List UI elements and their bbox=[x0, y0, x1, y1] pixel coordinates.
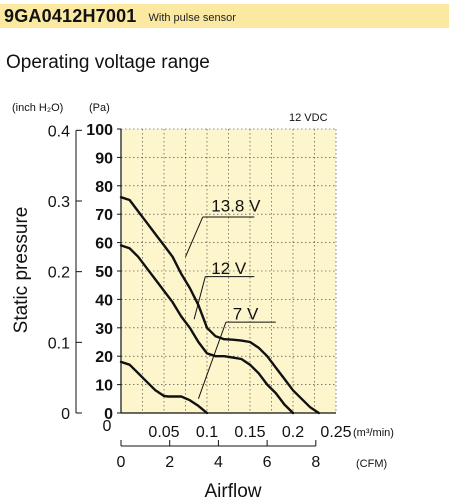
inch-tick-label: 0 bbox=[61, 406, 70, 423]
cfm-tick-label: 8 bbox=[311, 454, 320, 471]
pa-tick-label: 20 bbox=[95, 349, 113, 366]
inch-tick-label: 0.1 bbox=[48, 335, 70, 352]
m3-unit-label: (m³/min) bbox=[353, 427, 394, 439]
pa-tick-label: 0 bbox=[104, 406, 113, 423]
model-number: 9GA0412H7001 bbox=[4, 5, 137, 26]
series-label: 12 V bbox=[211, 259, 247, 278]
title-band: 9GA0412H7001 With pulse sensor bbox=[0, 4, 449, 28]
pa-tick-label: 10 bbox=[95, 378, 113, 395]
m3-tick-label: 0.25 bbox=[320, 424, 351, 441]
cfm-tick-label: 4 bbox=[214, 454, 223, 471]
curve-7v bbox=[119, 360, 209, 415]
pa-tick-label: 70 bbox=[95, 207, 113, 224]
pa-tick-label: 90 bbox=[95, 150, 113, 167]
pa-tick-label: 60 bbox=[95, 236, 113, 253]
cfm-tick-label: 6 bbox=[263, 454, 272, 471]
series-label: 7 V bbox=[233, 304, 259, 323]
inch-tick-label: 0.3 bbox=[48, 194, 70, 211]
cfm-tick-label: 2 bbox=[165, 454, 174, 471]
m3-tick-label: 0.05 bbox=[148, 424, 179, 441]
chart-title: Operating voltage range bbox=[6, 52, 210, 73]
m3-tick-label: 0.2 bbox=[282, 424, 304, 441]
zero-tick-label: 0 bbox=[103, 418, 112, 435]
pa-tick-label: 50 bbox=[95, 264, 113, 281]
pa-unit-label: (Pa) bbox=[89, 102, 110, 114]
curve-12v bbox=[119, 244, 295, 415]
m3-tick-label: 0.1 bbox=[196, 424, 218, 441]
pa-tick-label: 100 bbox=[86, 122, 113, 139]
leader-line bbox=[197, 321, 227, 399]
y-axis-label: Static pressure bbox=[11, 207, 32, 334]
inch-tick-label: 0.4 bbox=[48, 123, 70, 140]
inch-unit-label: (inch H₂O) bbox=[12, 102, 63, 114]
cfm-tick-label: 0 bbox=[117, 454, 126, 471]
curve-13-8v bbox=[119, 195, 320, 415]
pa-tick-label: 80 bbox=[95, 179, 113, 196]
vdc-annotation: 12 VDC bbox=[289, 112, 328, 124]
pa-tick-label: 40 bbox=[95, 292, 113, 309]
pa-tick-label: 30 bbox=[95, 321, 113, 338]
m3-tick-label: 0.15 bbox=[234, 424, 265, 441]
x-axis-label: Airflow bbox=[204, 481, 261, 502]
leader-line bbox=[185, 216, 204, 257]
inch-tick-label: 0.2 bbox=[48, 265, 70, 282]
leader-line bbox=[193, 276, 206, 320]
cfm-unit-label: (CFM) bbox=[356, 458, 387, 470]
model-note: With pulse sensor bbox=[148, 11, 236, 24]
series-label: 13.8 V bbox=[211, 196, 261, 215]
